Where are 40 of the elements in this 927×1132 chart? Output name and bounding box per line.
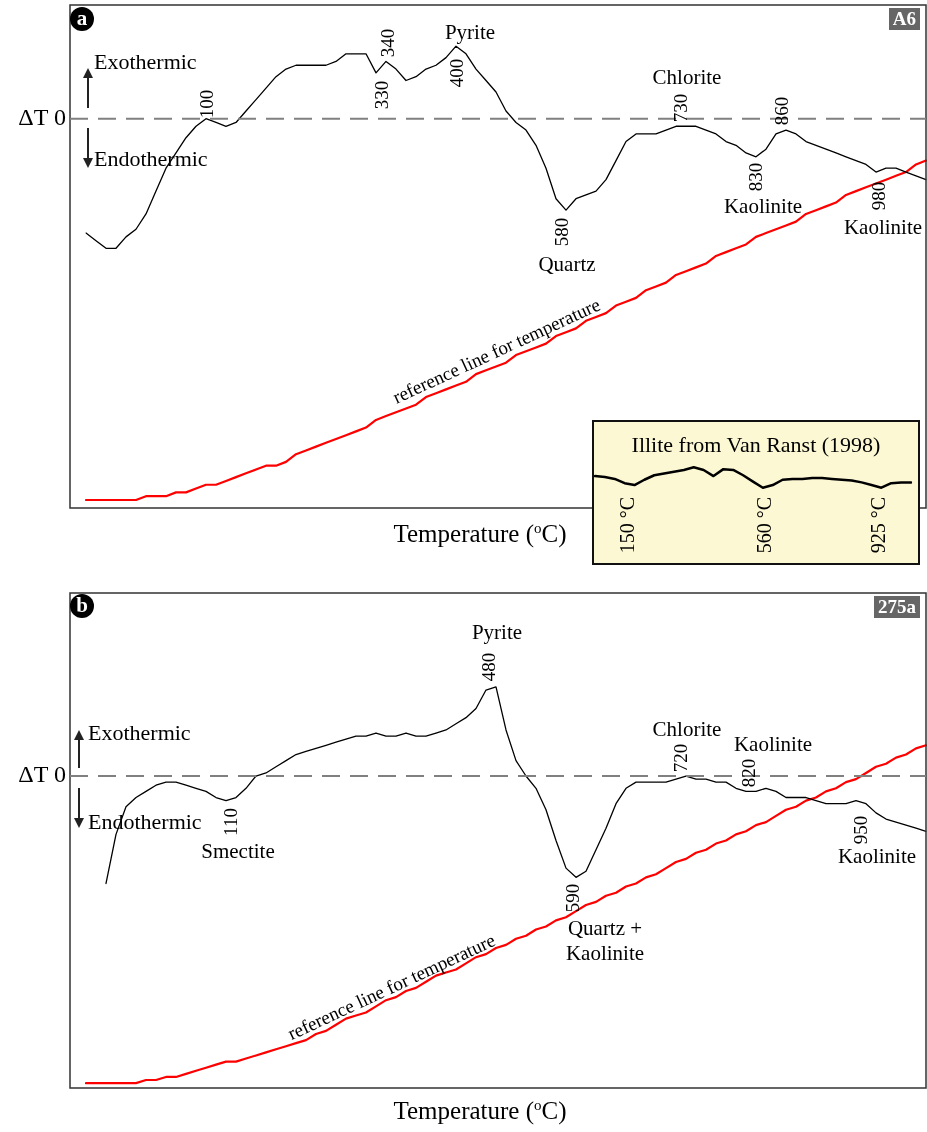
annotation: 590	[561, 883, 583, 913]
annotation: 150 °C	[616, 496, 639, 554]
annotation: Exothermic	[94, 48, 197, 74]
annotation: 925 °C	[867, 496, 890, 554]
annotation: Smectite	[201, 838, 275, 863]
annotation: 340	[376, 28, 398, 58]
annotation: 110	[219, 808, 241, 836]
ref-line-label: ΔT 0	[18, 761, 66, 788]
annotation: Kaolinite	[723, 193, 803, 218]
annotation: 820	[737, 758, 759, 788]
annotation: Kaolinite	[843, 214, 923, 239]
annotation: Kaolinite	[733, 731, 813, 756]
annotation: 860	[770, 96, 792, 126]
annotation: 330	[370, 80, 392, 110]
annotation: Chlorite	[652, 64, 722, 89]
chart-title: a	[70, 6, 94, 31]
annotation: 100	[195, 89, 217, 119]
chart-title: Illite from Van Ranst (1998)	[631, 432, 881, 458]
annotation: 950	[849, 815, 871, 845]
annotation: 400	[445, 58, 467, 88]
annotation: 720	[669, 743, 691, 773]
annotation: Exothermic	[88, 719, 191, 745]
chart-subtitle: A6	[888, 8, 920, 30]
annotation: 580	[550, 217, 572, 247]
annotation: Chlorite	[652, 716, 722, 741]
x-axis-title: Temperature ($^{o}$C)	[393, 520, 567, 549]
annotation: 730	[669, 93, 691, 123]
annotation: Quartz	[538, 251, 596, 276]
annotation: 980	[867, 181, 889, 211]
annotation: Kaolinite	[837, 843, 917, 868]
annotation: Quartz + Kaolinite	[565, 916, 645, 966]
x-axis-title: Temperature ($^{o}$C)	[393, 1097, 567, 1126]
chart-title: b	[70, 593, 94, 618]
annotation: 830	[744, 162, 766, 192]
chart-subtitle: 275a	[874, 596, 920, 618]
ref-line-label: ΔT 0	[18, 103, 66, 130]
text: Pyrite	[471, 619, 523, 644]
text: Pyrite	[444, 19, 496, 44]
text: 480	[477, 652, 499, 682]
annotation: 560 °C	[753, 496, 776, 554]
